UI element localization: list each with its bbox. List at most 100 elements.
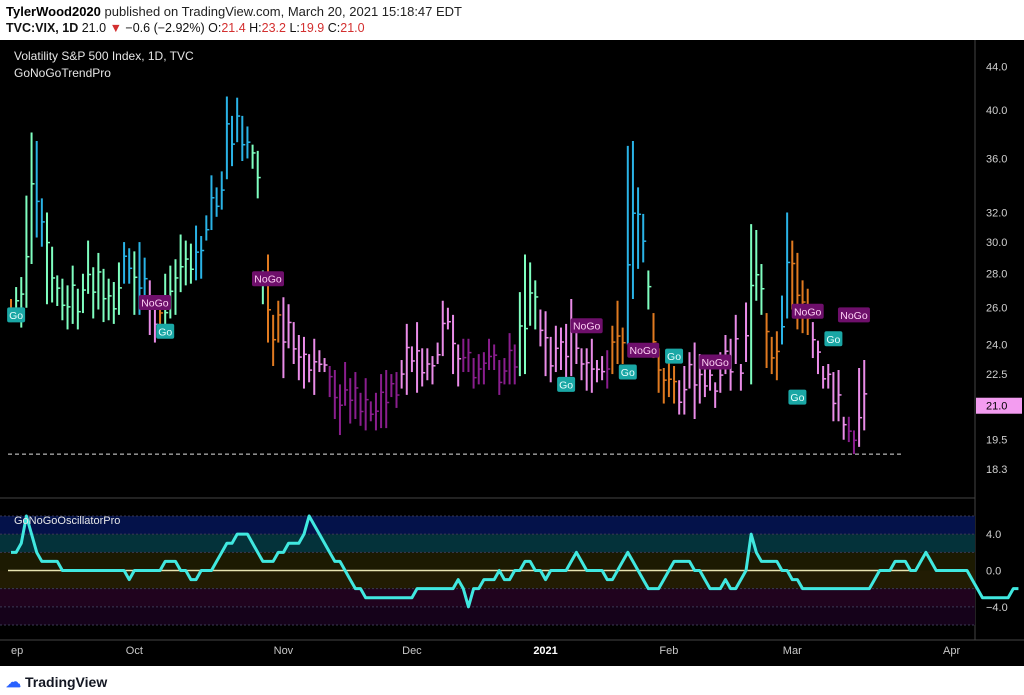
indicator-name: GoNoGoTrendPro — [14, 66, 111, 80]
header-bar: TylerWood2020 published on TradingView.c… — [0, 0, 1024, 40]
close-value: 21.0 — [340, 21, 365, 35]
go-marker: Go — [618, 364, 637, 380]
publish-line: TylerWood2020 published on TradingView.c… — [6, 4, 462, 19]
price-bar — [554, 325, 559, 373]
price-bar — [267, 254, 271, 343]
marker-box — [7, 307, 26, 323]
price-bar — [565, 323, 570, 383]
nogo-marker: NoGo — [252, 271, 284, 287]
price-bar — [323, 358, 328, 373]
price-bar — [611, 325, 616, 375]
price-bar — [781, 295, 785, 345]
chart-title: Volatility S&P 500 Index, 1D, TVC — [14, 49, 194, 63]
price-bar — [637, 187, 642, 269]
price-bar — [292, 322, 297, 364]
price-bar — [606, 350, 611, 389]
price-bar — [693, 342, 698, 420]
price-bar — [616, 300, 621, 364]
go-marker: Go — [7, 307, 26, 323]
price-tick-label: 19.5 — [986, 435, 1007, 447]
osc-tick-label: 4.0 — [986, 529, 1001, 541]
price-bar — [277, 300, 282, 343]
price-bar — [739, 363, 744, 391]
last-price-tag-label: 21.0 — [986, 401, 1007, 413]
price-tick-label: 26.0 — [986, 303, 1007, 315]
price-bar — [354, 372, 359, 420]
price-bar — [416, 322, 421, 393]
price-bar — [431, 356, 436, 385]
price-bar — [863, 360, 868, 431]
author-name[interactable]: TylerWood2020 — [6, 4, 101, 19]
low-value: 19.9 — [299, 21, 325, 35]
price-bar — [662, 367, 667, 404]
price-bar — [40, 198, 45, 247]
price-bar — [688, 352, 693, 389]
price-bar — [102, 268, 107, 323]
low-label: L: — [289, 21, 300, 35]
price-bar — [246, 126, 251, 159]
price-tick-label: 30.0 — [986, 237, 1007, 249]
price-bar — [770, 336, 775, 375]
marker-label: Go — [621, 367, 635, 379]
time-tick-label: Dec — [402, 645, 422, 657]
time-tick-label: Apr — [943, 645, 960, 657]
price-bar — [272, 314, 277, 366]
price-bar — [503, 358, 508, 385]
marker-label: NoGo — [701, 357, 729, 369]
price-bar — [179, 234, 184, 293]
price-bar — [493, 344, 498, 371]
marker-box — [557, 376, 576, 392]
price-bar — [421, 348, 426, 387]
price-bar — [590, 338, 595, 393]
oscillator-line — [11, 514, 1019, 609]
price-bar — [585, 348, 590, 391]
marker-label: NoGo — [573, 321, 601, 333]
osc-band-upper — [0, 534, 975, 553]
price-bar — [390, 374, 395, 398]
price-bar — [477, 354, 482, 385]
price-bar — [30, 132, 35, 265]
price-bar — [241, 115, 246, 162]
tradingview-logo[interactable]: ☁ TradingView — [6, 673, 107, 691]
marker-label: NoGo — [840, 310, 868, 322]
price-bar — [184, 240, 189, 286]
osc-tick-label: 0.0 — [986, 566, 1001, 578]
price-bar — [816, 340, 821, 375]
price-bar — [56, 275, 61, 306]
price-bar — [786, 212, 791, 319]
go-marker: Go — [156, 323, 175, 339]
published-text: published on TradingView.com, March 20, … — [104, 4, 462, 19]
down-arrow-icon: ▼ — [109, 21, 122, 35]
price-bar — [601, 356, 606, 381]
marker-label: NoGo — [630, 345, 658, 357]
price-bar — [714, 382, 719, 408]
price-bar — [452, 314, 457, 375]
high-value: 23.2 — [261, 21, 286, 35]
price-bar — [302, 336, 307, 389]
price-bar — [673, 365, 678, 404]
price-bar — [811, 322, 816, 359]
price-bar — [621, 327, 626, 364]
price-bar — [837, 370, 842, 422]
price-bar — [580, 348, 585, 381]
marker-label: NoGo — [141, 297, 169, 309]
price-bar — [847, 416, 852, 443]
price-bar — [76, 288, 81, 330]
price-bar — [446, 307, 451, 330]
price-bar — [287, 304, 292, 349]
price-bar — [374, 392, 379, 431]
price-bar — [400, 360, 405, 389]
time-tick-label: Oct — [126, 645, 143, 657]
marker-box — [627, 342, 660, 358]
price-bar — [210, 175, 215, 231]
price-bar — [457, 344, 462, 387]
marker-label: Go — [790, 392, 804, 404]
price-bar — [87, 240, 92, 294]
price-bar — [549, 336, 554, 383]
price-bar — [405, 323, 410, 395]
price-bar — [410, 346, 415, 373]
footer-brand: TradingView — [25, 674, 108, 690]
price-bar — [61, 278, 66, 321]
price-bar — [133, 251, 138, 315]
